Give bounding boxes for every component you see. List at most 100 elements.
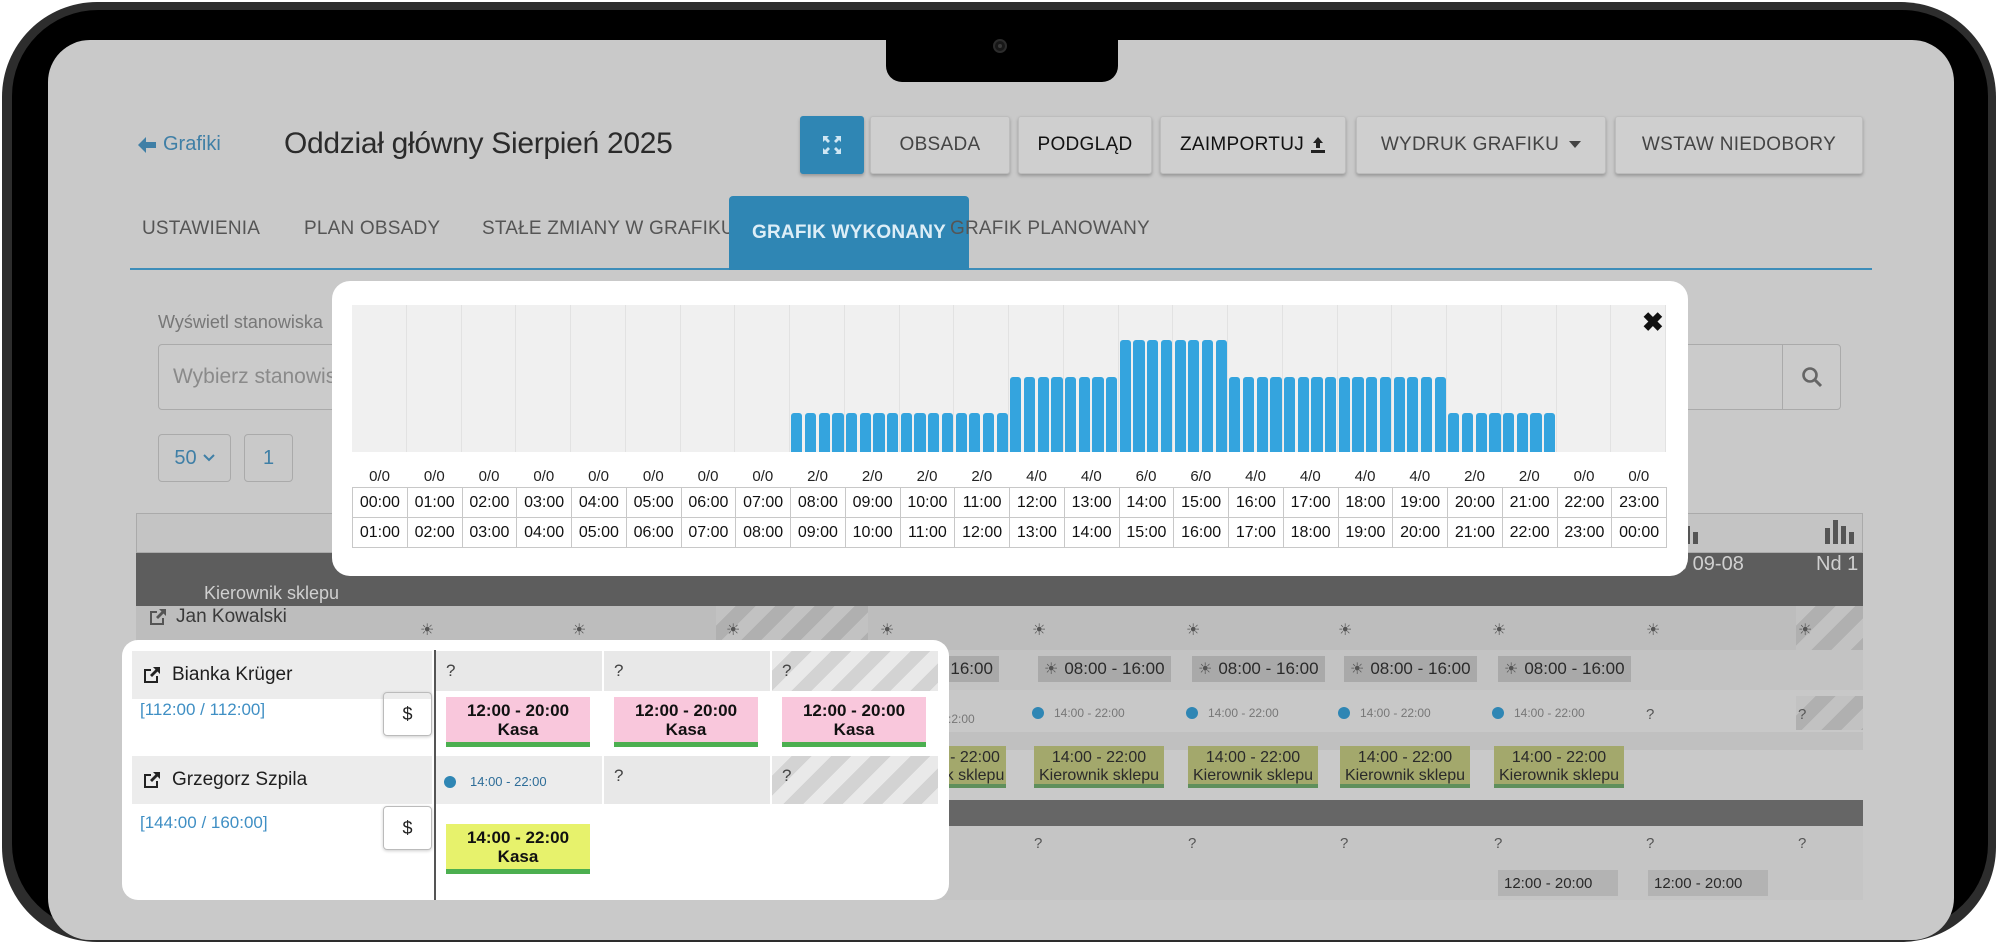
sun-icon: ☀ [1798,622,1813,639]
employee-hours: [112:00 / 112:00] [140,700,266,719]
page-number-button[interactable]: 1 [244,434,293,482]
shift-time: - 16:00 [940,659,993,678]
employee-name[interactable]: Grzegorz Szpila [132,756,432,804]
print-dropdown-button[interactable]: WYDRUK GRAFIKU [1356,116,1606,174]
import-button-label: ZAIMPORTUJ [1179,134,1305,155]
shift-block[interactable]: 12:00 - 20:00 Kasa [614,697,758,747]
staffing-bar [1489,413,1501,452]
shift-block[interactable]: 12:00 - 20:00 Kasa [446,697,590,747]
position-select-placeholder: Wybierz stanowis [173,365,337,388]
staffing-bar [1270,376,1282,452]
search-button[interactable] [1782,344,1841,410]
hour-column [406,305,462,452]
staffing-bar [1379,376,1391,452]
day-cell[interactable]: ? [604,651,770,691]
preview-button[interactable]: PODGLĄD [1018,116,1152,174]
sun-icon: ☀ [1646,622,1661,639]
staffing-count-label: 0/0 [752,468,774,485]
staffing-bar [1010,376,1022,452]
availability-item: 14:00 - 22:00 [1492,706,1585,720]
hour-to-cell: 23:00 [1556,517,1613,548]
employee-name[interactable]: Bianka Krüger [132,651,432,699]
weekend-day-cell[interactable]: ? [772,756,938,804]
shift-block[interactable]: 14:00 - 22:00 Kierownik sklepu [1034,746,1164,788]
shift-time: 14:00 - 22:00 [1205,749,1301,766]
shift-time: 12:00 - 20:00 [802,701,906,720]
shift-block[interactable]: - 22:00 k sklepu [944,746,1006,788]
shift-chip[interactable]: ☀ 08:00 - 16:00 [1192,656,1325,682]
status-dot [444,775,456,788]
hour-from-cell: 21:00 [1501,487,1558,518]
staffing-bar [941,413,953,452]
shift-block[interactable]: 14:00 - 22:00 Kierownik sklepu [1340,746,1470,788]
availability-time: :2:00 [948,712,975,726]
hour-from-cell: 14:00 [1118,487,1175,518]
staffing-bar [928,413,940,452]
tab-fixed-shifts[interactable]: STAŁE ZMIANY W GRAFIKU [482,218,735,239]
staffing-bar [1147,339,1159,452]
weekend-day-cell[interactable]: ? [772,651,938,691]
shift-role: Kierownik sklepu [1344,767,1466,784]
staffing-bar [1297,376,1309,452]
shift-chip[interactable]: 12:00 - 20:00 [1648,870,1768,896]
staffing-counts: 0/0 0/0 0/0 0/0 0/0 0/0 0/0 0/0 2/0 2/0 2/0 2/0 4/0 4… [352,468,1666,486]
hour-to-cell: 10:00 [844,517,901,548]
filter-label: Wyświetl stanowiska [158,312,323,332]
tab-executed-schedule[interactable]: GRAFIK WYKONANY [729,196,970,270]
shift-block[interactable]: 14:00 - 22:00 Kierownik sklepu [1494,746,1624,788]
day-cell[interactable]: ? [604,756,770,804]
staffing-count-label: 4/0 [1080,468,1102,485]
page-size-select[interactable]: 50 [158,434,231,482]
obsada-button[interactable]: OBSADA [870,116,1010,174]
shift-time: 08:00 - 16:00 [1218,659,1319,678]
column-divider [434,650,436,900]
external-link-icon [144,772,160,788]
rate-button[interactable]: $ [383,692,432,736]
shift-role: Kierownik sklepu [1192,767,1314,784]
shift-block[interactable]: 14:00 - 22:00 Kierownik sklepu [1188,746,1318,788]
shift-chip[interactable]: ☀ 08:00 - 16:00 [1498,656,1631,682]
back-link[interactable]: Grafiki [137,133,221,156]
back-link-label: Grafiki [163,133,221,155]
staffing-bar [1119,339,1131,452]
staffing-bar [1160,339,1172,452]
sun-icon: ☀ [880,622,895,639]
rate-button[interactable]: $ [383,806,432,850]
availability-time: 14:00 - 22:00 [1360,706,1431,720]
shift-block[interactable]: 12:00 - 20:00 Kasa [782,697,926,747]
insert-shortages-button[interactable]: WSTAW NIEDOBORY [1615,116,1863,174]
shift-block[interactable]: 14:00 - 22:00 Kasa [446,824,590,874]
staffing-bar [1393,376,1405,452]
day-cell[interactable] [436,756,602,804]
staffing-count-label: 6/0 [1135,468,1157,485]
employee-name-label: Grzegorz Szpila [172,769,308,790]
tab-settings[interactable]: USTAWIENIA [142,218,261,239]
hour-from-cell: 03:00 [516,487,572,518]
bar-chart-icon[interactable] [1823,518,1855,546]
status-dot [1032,707,1044,719]
staffing-bar [1256,376,1268,452]
shift-chip[interactable]: ☀ 08:00 - 16:00 [1344,656,1477,682]
tab-planned-schedule[interactable]: GRAFIK PLANOWANY [950,218,1150,239]
tab-staffing-plan[interactable]: PLAN OBSADY [304,218,441,239]
hour-to-cell: 13:00 [1009,517,1065,548]
expand-icon [823,136,841,154]
shift-role: Kierownik sklepu [1498,767,1620,784]
shift-chip[interactable]: 12:00 - 20:00 [1498,870,1618,896]
staffing-bar [1051,376,1063,452]
staffing-count-label: 0/0 [478,468,500,485]
shift-chip[interactable]: ☀ 08:00 - 16:00 [1038,656,1171,682]
employee-name[interactable]: Jan Kowalski [148,606,287,628]
day-cell[interactable]: ? [436,651,602,691]
hour-from-cell: 06:00 [680,487,737,518]
staffing-bar [1092,376,1104,452]
close-icon[interactable]: ✖ [1642,307,1664,337]
webcam [993,39,1007,53]
staffing-count-label: 0/0 [369,468,390,485]
external-link-icon [144,667,160,683]
staffing-bar [1475,413,1487,452]
sun-icon: ☀ [726,622,741,639]
fullscreen-button[interactable] [800,116,864,174]
import-button[interactable]: ZAIMPORTUJ [1160,116,1346,174]
